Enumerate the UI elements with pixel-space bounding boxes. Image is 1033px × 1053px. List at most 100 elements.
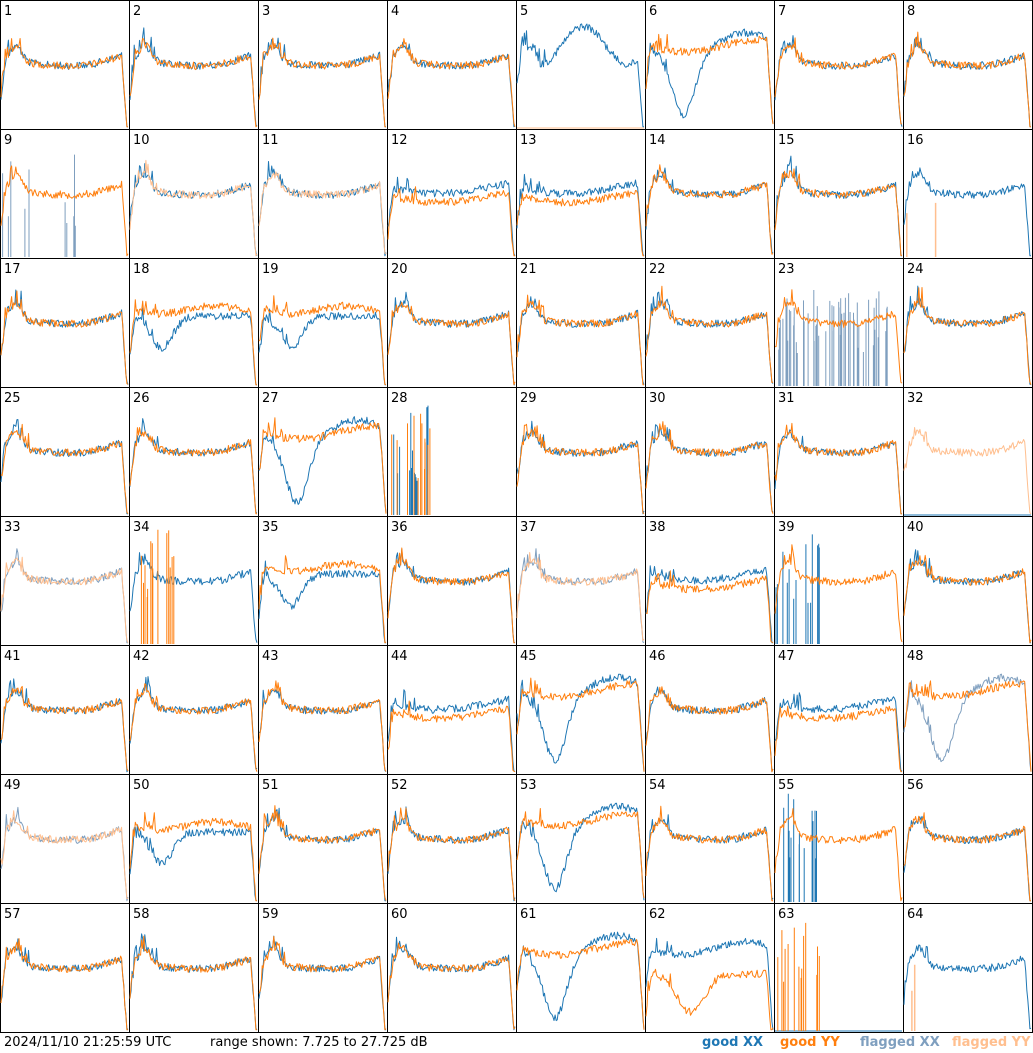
trace-yy-55 — [774, 808, 903, 902]
trace-yy-46 — [645, 686, 774, 773]
trace-yy-26 — [129, 427, 257, 515]
trace-yy-29 — [516, 423, 645, 515]
panel-number-37: 37 — [520, 520, 537, 535]
panel-frame-26 — [129, 387, 259, 517]
panel-number-51: 51 — [262, 778, 279, 793]
panel-number-42: 42 — [133, 649, 150, 664]
trace-xx-47 — [774, 692, 903, 773]
panel-number-61: 61 — [520, 907, 537, 922]
panel-number-20: 20 — [391, 262, 408, 277]
trace-xx-19 — [258, 308, 386, 386]
trace-yy-33 — [0, 556, 129, 643]
panel-number-2: 2 — [133, 4, 141, 19]
trace-xx-45 — [516, 673, 645, 772]
trace-xx-57 — [0, 938, 129, 1031]
panel-number-5: 5 — [520, 4, 528, 19]
trace-xx-52 — [387, 806, 516, 902]
panel-frame-18 — [129, 258, 259, 388]
panel-number-28: 28 — [391, 391, 408, 406]
trace-yy-27 — [258, 417, 387, 514]
trace-xx-50 — [129, 824, 258, 902]
footer-bar: 2024/11/10 21:25:59 UTC range shown: 7.7… — [0, 1033, 1033, 1053]
panel-number-19: 19 — [262, 262, 279, 277]
trace-xx-55 — [783, 793, 817, 902]
trace-yy-40 — [903, 554, 1032, 644]
trace-yy-53 — [516, 808, 645, 899]
trace-xx-48 — [903, 673, 1032, 772]
panel-number-45: 45 — [520, 649, 537, 664]
trace-xx-5 — [516, 23, 644, 128]
panel-number-7: 7 — [778, 4, 786, 19]
panel-number-48: 48 — [907, 649, 924, 664]
panel-number-58: 58 — [133, 907, 150, 922]
panel-number-17: 17 — [4, 262, 21, 277]
panel-number-57: 57 — [4, 907, 21, 922]
trace-yy-32 — [903, 427, 1032, 515]
legend-good-yy: good YY — [780, 1035, 840, 1050]
panel-number-21: 21 — [520, 262, 537, 277]
trace-xx-3 — [258, 37, 386, 128]
panel-frame-6 — [645, 0, 775, 130]
trace-yy-63 — [777, 922, 820, 1031]
trace-yy-48 — [903, 680, 1032, 772]
trace-xx-41 — [0, 678, 129, 773]
panel-number-39: 39 — [778, 520, 795, 535]
legend-flagged-yy: flagged YY — [952, 1035, 1031, 1050]
trace-yy-42 — [129, 683, 258, 772]
panel-frame-44 — [387, 645, 517, 775]
trace-xx-4 — [387, 41, 516, 128]
trace-yy-43 — [258, 680, 387, 772]
panel-number-8: 8 — [907, 4, 915, 19]
panel-number-12: 12 — [391, 133, 408, 148]
panel-number-64: 64 — [907, 907, 924, 922]
trace-xx-18 — [129, 307, 257, 386]
range-label: range shown: 7.725 to 27.725 dB — [210, 1035, 428, 1050]
trace-yy-13 — [516, 190, 644, 257]
panel-frame-53 — [516, 774, 646, 904]
panel-number-9: 9 — [4, 133, 12, 148]
trace-yy-47 — [774, 705, 903, 773]
panel-number-63: 63 — [778, 907, 795, 922]
panel-frame-50 — [129, 774, 259, 904]
panel-number-16: 16 — [907, 133, 924, 148]
trace-yy-21 — [516, 294, 644, 386]
panel-number-54: 54 — [649, 778, 666, 793]
panel-frame-34 — [129, 516, 259, 646]
panel-frame-46 — [645, 645, 775, 775]
trace-yy-25 — [0, 423, 129, 514]
panel-number-4: 4 — [391, 4, 399, 19]
panel-number-31: 31 — [778, 391, 795, 406]
panel-number-13: 13 — [520, 133, 537, 148]
trace-yy-34 — [140, 529, 175, 644]
panel-number-38: 38 — [649, 520, 666, 535]
legend-flagged-xx: flagged XX — [860, 1035, 940, 1050]
panel-number-35: 35 — [262, 520, 279, 535]
panel-frame-41 — [0, 645, 130, 775]
panel-number-26: 26 — [133, 391, 150, 406]
trace-xx-39 — [775, 534, 820, 644]
trace-yy-39 — [774, 544, 903, 643]
panel-number-23: 23 — [778, 262, 795, 277]
trace-yy-56 — [903, 812, 1031, 902]
panel-number-56: 56 — [907, 778, 924, 793]
panel-frame-22 — [645, 258, 775, 388]
legend-good-xx: good XX — [702, 1035, 764, 1050]
panel-number-18: 18 — [133, 262, 150, 277]
trace-yy-8 — [903, 31, 1031, 128]
panel-number-44: 44 — [391, 649, 408, 664]
trace-yy-37 — [516, 552, 645, 641]
panel-frame-12 — [387, 129, 517, 259]
panel-frame-37 — [516, 516, 646, 646]
trace-yy-6 — [645, 33, 774, 125]
panel-number-53: 53 — [520, 778, 537, 793]
trace-xx-6 — [645, 28, 774, 124]
trace-yy-45 — [516, 677, 645, 772]
trace-yy-58 — [129, 935, 257, 1031]
trace-yy-23 — [775, 289, 903, 384]
trace-xx-23 — [778, 290, 888, 386]
panel-frame-5 — [516, 0, 646, 130]
trace-yy-36 — [387, 547, 515, 644]
trace-xx-10 — [129, 163, 258, 256]
panel-frame-27 — [258, 387, 388, 517]
